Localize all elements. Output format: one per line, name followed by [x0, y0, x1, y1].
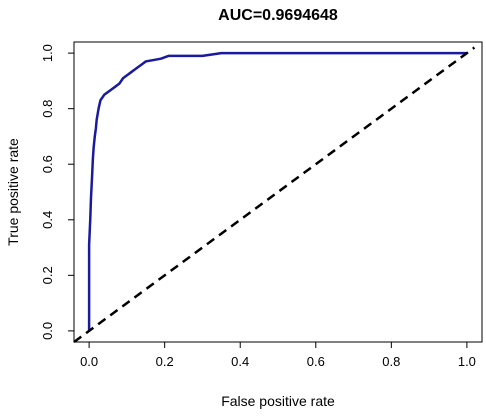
y-axis-label: True positive rate — [5, 138, 21, 246]
x-tick-label: 0.4 — [231, 354, 249, 369]
roc-curve-line — [87, 51, 467, 331]
reference-diagonal-line — [73, 46, 476, 344]
y-tick-label: 0.8 — [40, 100, 55, 118]
y-tick-label: 0.0 — [40, 322, 55, 340]
x-tick-label: 1.0 — [458, 354, 476, 369]
x-tick-label: 0.6 — [307, 354, 325, 369]
y-tick-label: 0.2 — [40, 266, 55, 284]
x-tick-label: 0.2 — [156, 354, 174, 369]
y-axis: 0.0 0.2 0.4 0.6 0.8 1.0 — [40, 44, 74, 340]
chart-title: AUC=0.9694648 — [218, 7, 338, 24]
y-tick-label: 0.4 — [40, 211, 55, 229]
y-tick-label: 1.0 — [40, 44, 55, 62]
series-layer — [73, 46, 476, 344]
x-axis: 0.0 0.2 0.4 0.6 0.8 1.0 — [80, 342, 476, 369]
y-tick-label: 0.6 — [40, 155, 55, 173]
plot-frame — [73, 41, 483, 343]
x-tick-label: 0.8 — [382, 354, 400, 369]
x-axis-label: False positive rate — [221, 393, 335, 409]
x-tick-label: 0.0 — [80, 354, 98, 369]
